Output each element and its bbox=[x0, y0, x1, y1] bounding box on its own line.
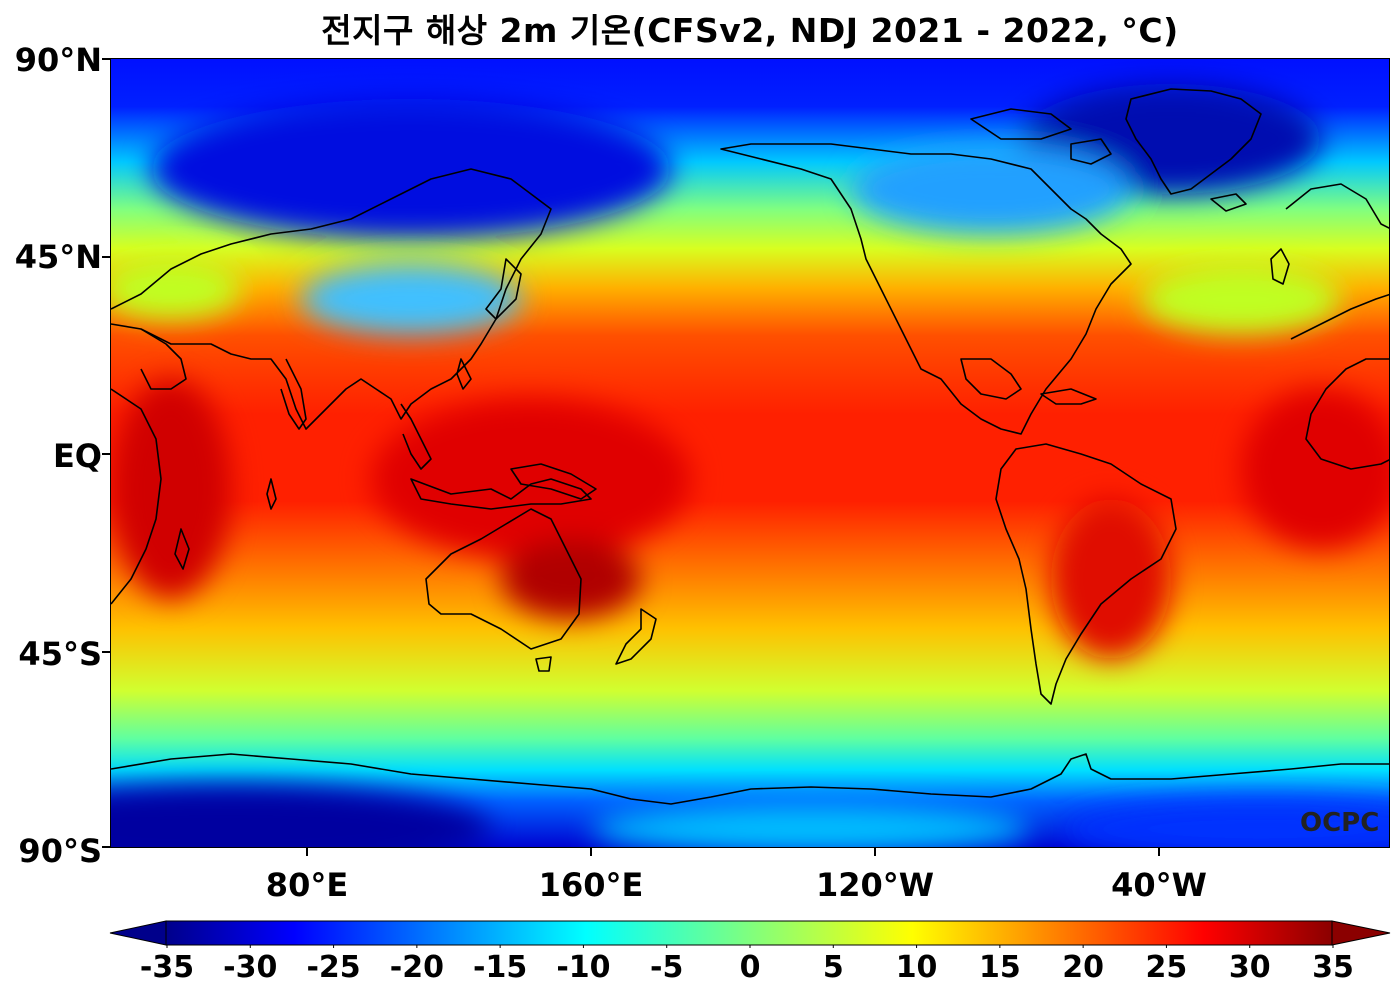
lat-tick bbox=[102, 256, 110, 258]
lat-label-90s: 90°S bbox=[18, 832, 102, 870]
colorbar-tick-label: -5 bbox=[650, 950, 684, 985]
colorbar-tick-label: 5 bbox=[822, 950, 844, 985]
lon-tick bbox=[590, 848, 592, 856]
temperature-regions bbox=[111, 84, 1389, 847]
colorbar-tick-label: 30 bbox=[1228, 950, 1271, 985]
colorbar-gradient bbox=[165, 920, 1333, 946]
lat-tick bbox=[102, 651, 110, 653]
lat-tick bbox=[102, 846, 110, 848]
map-canvas bbox=[111, 59, 1389, 847]
colorbar-ticks bbox=[166, 945, 1334, 948]
lon-label-80e: 80°E bbox=[265, 866, 349, 904]
colorbar bbox=[109, 920, 1391, 948]
lat-label-45n: 45°N bbox=[14, 238, 102, 276]
colorbar-tick-label: 0 bbox=[739, 950, 761, 985]
colorbar-tick-label: -30 bbox=[223, 950, 278, 985]
colorbar-min-arrow bbox=[109, 920, 167, 946]
colorbar-tick-label: 25 bbox=[1145, 950, 1188, 985]
lon-tick bbox=[306, 848, 308, 856]
temperature-map[interactable] bbox=[110, 58, 1390, 848]
colorbar-tick-label: -20 bbox=[389, 950, 444, 985]
colorbar-max-arrow bbox=[1331, 920, 1391, 946]
lat-tick bbox=[102, 453, 110, 455]
lon-tick bbox=[1158, 848, 1160, 856]
colorbar-tick-label: 20 bbox=[1062, 950, 1105, 985]
lat-label-90n: 90°N bbox=[14, 41, 102, 79]
colorbar-tick-label: -35 bbox=[139, 950, 195, 985]
lat-tick bbox=[102, 58, 110, 60]
colorbar-tick-label: 35 bbox=[1312, 950, 1354, 985]
lon-label-160e: 160°E bbox=[538, 866, 644, 904]
lon-label-120w: 120°W bbox=[815, 866, 935, 904]
colorbar-tick-label: -10 bbox=[556, 950, 611, 985]
colorbar-tick-label: -15 bbox=[473, 950, 528, 985]
chart-title: 전지구 해상 2m 기온(CFSv2, NDJ 2021 - 2022, °C) bbox=[321, 11, 1179, 50]
colorbar-tick-label: 10 bbox=[895, 950, 938, 985]
lat-label-45s: 45°S bbox=[18, 635, 102, 673]
lat-label-eq: EQ bbox=[52, 437, 102, 475]
coastlines bbox=[111, 88, 1389, 805]
lon-label-40w: 40°W bbox=[1111, 866, 1207, 904]
colorbar-tick-label: 15 bbox=[978, 950, 1021, 985]
colorbar-tick-label: -25 bbox=[306, 950, 361, 985]
source-credit: OCPC bbox=[1300, 808, 1380, 838]
lon-tick bbox=[874, 848, 876, 856]
